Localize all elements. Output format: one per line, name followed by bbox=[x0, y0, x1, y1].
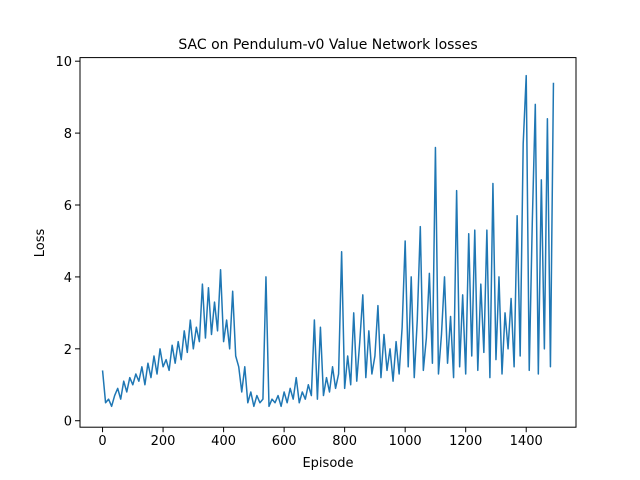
y-tick-label: 2 bbox=[64, 343, 72, 358]
data-line bbox=[101, 74, 555, 408]
x-tick-label: 400 bbox=[211, 434, 236, 449]
y-tick-label: 4 bbox=[64, 271, 72, 286]
x-tick-label: 200 bbox=[151, 434, 176, 449]
x-axis-label: Episode bbox=[302, 456, 353, 471]
x-tick-label: 0 bbox=[98, 434, 106, 449]
x-tick-label: 1200 bbox=[449, 434, 482, 449]
x-tick-label: 600 bbox=[272, 434, 297, 449]
y-axis-label: Loss bbox=[33, 229, 48, 258]
x-tick-label: 800 bbox=[332, 434, 357, 449]
y-tick-label: 8 bbox=[64, 127, 72, 142]
x-tick-label: 1000 bbox=[389, 434, 422, 449]
axes-frame bbox=[79, 57, 577, 428]
chart-title: SAC on Pendulum-v0 Value Network losses bbox=[178, 37, 477, 53]
y-tick-label: 0 bbox=[64, 415, 72, 430]
y-tick-label: 6 bbox=[64, 199, 72, 214]
y-tick-label: 10 bbox=[55, 55, 72, 70]
x-tick-label: 1400 bbox=[510, 434, 543, 449]
